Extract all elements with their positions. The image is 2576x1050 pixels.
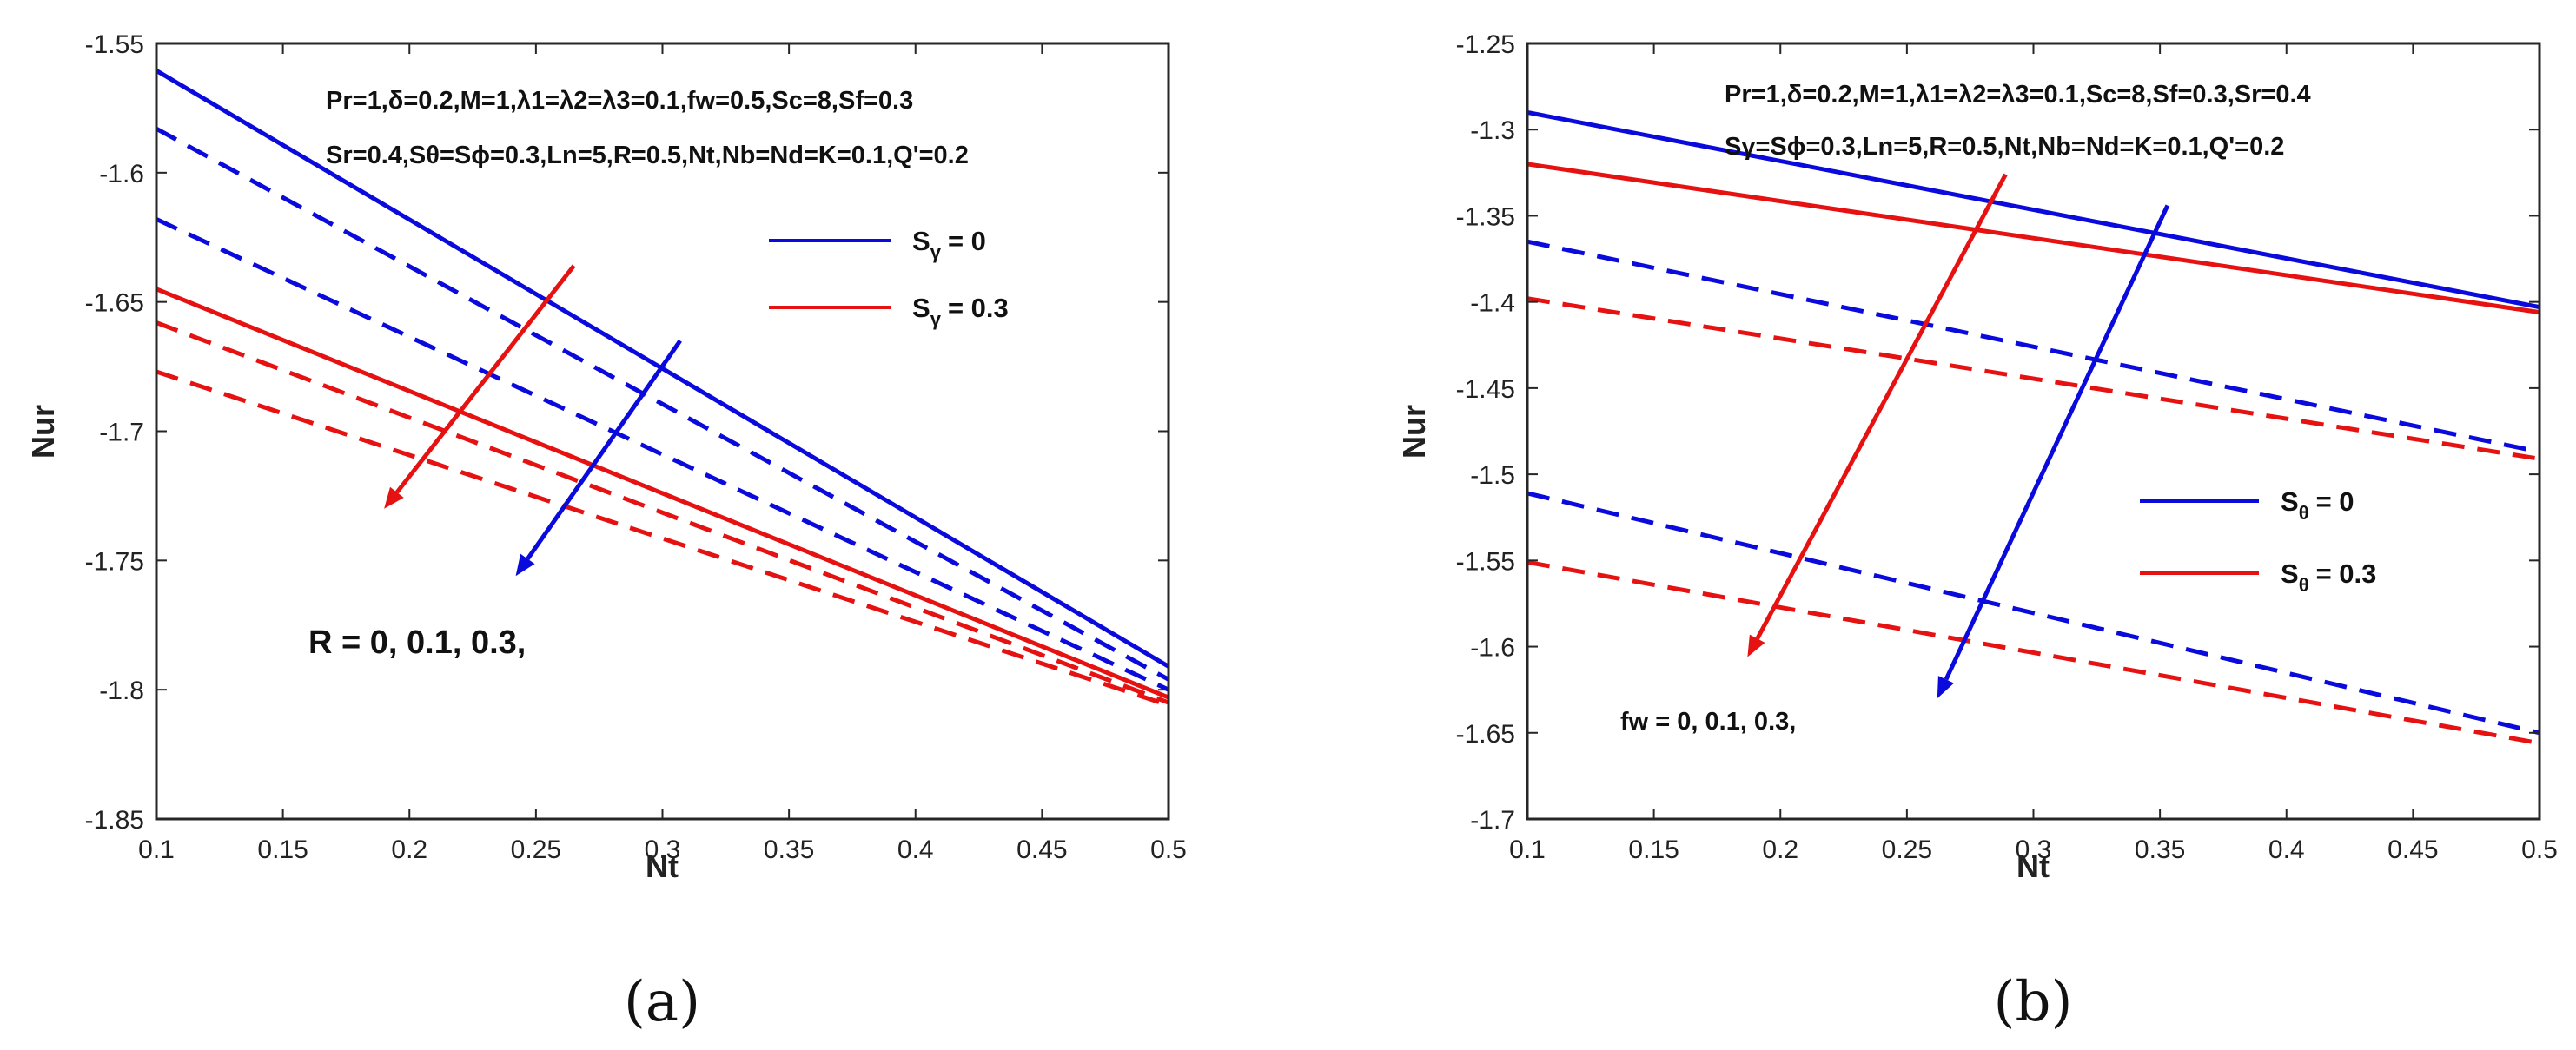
legend-var-b-0: S — [2281, 486, 2299, 517]
series-line-a-1 — [155, 127, 1170, 682]
y-tick-label-a-2: -1.75 — [85, 547, 144, 576]
y-tick-label-a-1: -1.8 — [99, 677, 144, 705]
x-tick-label-b-7: 0.45 — [2387, 835, 2438, 864]
series-line-b-3 — [1526, 162, 2540, 315]
y-tick-label-a-0: -1.85 — [85, 806, 144, 835]
x-tick-label-b-8: 0.5 — [2521, 835, 2558, 864]
x-tick-label-b-0: 0.1 — [1509, 835, 1546, 864]
y-tick-label-a-3: -1.7 — [99, 419, 144, 447]
series-line-b-1 — [1526, 239, 2540, 454]
trend-arrow-a-1 — [515, 339, 682, 577]
legend-value-a-1: = 0.3 — [948, 293, 1009, 323]
y-tick-label-b-4: -1.5 — [1470, 461, 1515, 490]
legend-subscript-a-1: γ — [930, 308, 942, 330]
chart-panel-b: 0.1 0.15 0.2 0.25 0.3 0.35 0.4 0.45 0.5 -1.7 -1.65… — [1396, 30, 2558, 1034]
legend-a: Sγ = 0 Sγ = 0.3 — [769, 226, 1009, 330]
legend-value-b-0: = 0 — [2316, 486, 2354, 517]
x-tick-label-b-6: 0.4 — [2268, 835, 2305, 864]
parameter-text-line2-b: Sγ=Sϕ=0.3,Ln=5,R=0.5,Nt,Nb=Nd=K=0.1,Q'=0… — [1725, 133, 2284, 161]
arrow-shaft-b-0 — [1755, 173, 2008, 640]
legend-value-a-0: = 0 — [948, 226, 986, 256]
y-tick-label-b-3: -1.55 — [1456, 547, 1515, 576]
legend-b: Sθ = 0 Sθ = 0.3 — [2140, 486, 2376, 596]
legend-var-a-1: S — [912, 293, 930, 323]
series-layer-b — [1526, 109, 2540, 746]
x-tick-label-a-7: 0.45 — [1016, 835, 1067, 864]
tick-layer-a: 0.1 0.15 0.2 0.25 0.3 0.35 0.4 0.45 0.5 -1.85 -1.8… — [85, 30, 1187, 864]
x-tick-label-a-2: 0.2 — [391, 835, 427, 864]
series-line-a-3 — [156, 287, 1169, 700]
y-tick-label-b-0: -1.7 — [1470, 806, 1515, 835]
x-axis-label-a: Nt — [646, 849, 679, 884]
legend-label-a-1: Sγ = 0.3 — [912, 293, 1009, 330]
x-axis-label-b: Nt — [2016, 849, 2050, 884]
chart-panel-a: 0.1 0.15 0.2 0.25 0.3 0.35 0.4 0.45 0.5 -1.85 -1.8… — [25, 30, 1187, 1034]
trend-arrow-b-1 — [1937, 204, 2170, 699]
y-axis-label-b: Nur — [1396, 405, 1432, 459]
x-tick-label-a-5: 0.35 — [764, 835, 814, 864]
arrow-layer-a — [384, 264, 682, 577]
x-tick-label-a-4: 0.3 — [645, 835, 681, 864]
series-line-a-4 — [156, 320, 1169, 705]
x-tick-label-b-2: 0.2 — [1762, 835, 1798, 864]
legend-label-a-0: Sγ = 0 — [912, 226, 986, 263]
legend-subscript-a-0: γ — [930, 241, 942, 263]
parameter-annotation-b: fw = 0, 0.1, 0.3, — [1620, 708, 1796, 736]
y-tick-label-b-1: -1.65 — [1456, 720, 1515, 749]
legend-var-a-0: S — [912, 226, 930, 256]
parameter-text-line1-b: Pr=1,δ=0.2,M=1,λ1=λ2=λ3=0.1,Sc=8,Sf=0.3,… — [1725, 81, 2311, 109]
legend-label-b-1: Sθ = 0.3 — [2281, 558, 2376, 596]
arrow-head-b-0 — [1747, 634, 1765, 657]
panel-label-a: (a) — [624, 970, 700, 1034]
legend-label-b-0: Sθ = 0 — [2281, 486, 2354, 524]
parameter-text-line1-a: Pr=1,δ=0.2,M=1,λ1=λ2=λ3=0.1,fw=0.5,Sc=8,… — [326, 87, 913, 115]
tick-layer-b: 0.1 0.15 0.2 0.25 0.3 0.35 0.4 0.45 0.5 -1.7 -1.65… — [1456, 30, 2558, 864]
y-tick-label-b-7: -1.35 — [1456, 202, 1515, 231]
panel-label-b: (b) — [1994, 970, 2073, 1034]
x-tick-label-a-3: 0.25 — [511, 835, 561, 864]
trend-arrow-a-0 — [384, 264, 576, 509]
arrow-head-a-0 — [384, 486, 404, 509]
y-tick-label-b-9: -1.25 — [1456, 30, 1515, 59]
y-tick-label-b-2: -1.6 — [1470, 634, 1515, 663]
y-tick-label-a-5: -1.6 — [99, 160, 144, 188]
x-tick-label-a-8: 0.5 — [1150, 835, 1187, 864]
arrow-head-a-1 — [515, 553, 535, 577]
series-line-b-4 — [1526, 296, 2540, 461]
y-tick-label-b-6: -1.4 — [1470, 289, 1515, 318]
y-axis-label-a: Nur — [25, 405, 61, 459]
series-line-b-2 — [1526, 491, 2540, 736]
x-tick-label-a-1: 0.15 — [257, 835, 308, 864]
y-tick-label-a-4: -1.65 — [85, 289, 144, 318]
x-tick-label-b-4: 0.3 — [2016, 835, 2052, 864]
legend-var-b-1: S — [2281, 558, 2299, 589]
legend-subscript-b-1: θ — [2299, 574, 2309, 596]
arrow-shaft-a-0 — [394, 264, 576, 494]
y-tick-label-a-6: -1.55 — [85, 30, 144, 59]
x-tick-label-a-6: 0.4 — [897, 835, 934, 864]
arrow-shaft-b-1 — [1944, 204, 2170, 681]
series-line-b-0 — [1526, 109, 2540, 310]
legend-subscript-b-0: θ — [2299, 502, 2309, 524]
arrow-layer-b — [1747, 173, 2170, 699]
x-tick-label-b-3: 0.25 — [1882, 835, 1932, 864]
arrow-shaft-a-1 — [526, 339, 682, 560]
parameter-text-line2-a: Sr=0.4,Sθ=Sϕ=0.3,Ln=5,R=0.5,Nt,Nb=Nd=K=0… — [326, 142, 969, 169]
legend-value-b-1: = 0.3 — [2316, 558, 2377, 589]
parameter-annotation-a: R = 0, 0.1, 0.3, — [308, 624, 526, 661]
x-tick-label-a-0: 0.1 — [138, 835, 175, 864]
trend-arrow-b-0 — [1747, 173, 2008, 657]
x-tick-label-b-1: 0.15 — [1628, 835, 1679, 864]
series-line-b-5 — [1526, 559, 2540, 746]
y-tick-label-b-8: -1.3 — [1470, 116, 1515, 145]
arrow-head-b-1 — [1937, 676, 1955, 699]
x-tick-label-b-5: 0.35 — [2135, 835, 2185, 864]
y-tick-label-b-5: -1.45 — [1456, 375, 1515, 404]
series-line-a-2 — [155, 217, 1170, 692]
